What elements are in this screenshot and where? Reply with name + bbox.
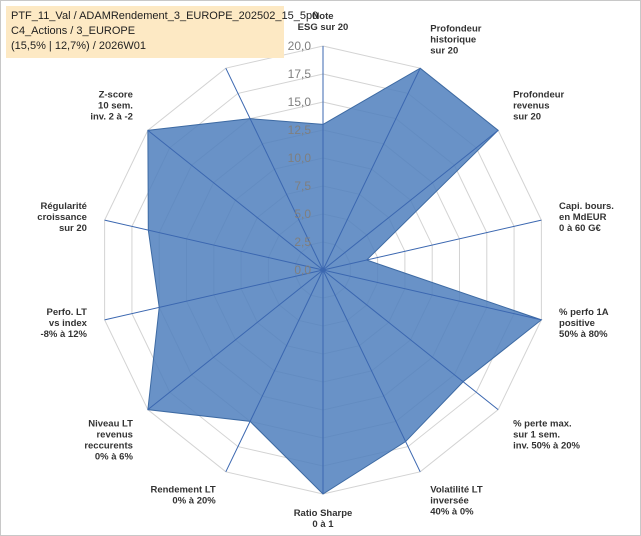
radial-tick-label: 20,0	[288, 39, 312, 53]
series-area	[147, 67, 543, 495]
axis-spoke	[225, 67, 324, 271]
radial-tick-label: 17,5	[288, 67, 312, 81]
axis-label-line: Perfo. LT	[46, 307, 87, 318]
radial-tick-label: 12,5	[288, 123, 312, 137]
chart-title-box: PTF_11_Val / ADAMRendement_3_EUROPE_2025…	[6, 6, 319, 58]
axis-label-line: 40% à 0%	[430, 506, 474, 517]
radial-tick-label: 7,5	[294, 179, 311, 193]
axis-label-line: revenus	[513, 101, 549, 112]
axis-label: % perte max. sur 1 sem. inv. 50% à 20%	[513, 418, 580, 451]
axis-spoke	[322, 269, 421, 473]
radial-tick-label: 15,0	[288, 95, 312, 109]
axis-label: % perfo 1A positive 50% à 80%	[559, 307, 609, 340]
radial-tick-label: 0,0	[294, 263, 311, 277]
axis-label-line: inv. 50% à 20%	[513, 440, 580, 451]
axis-label-line: reccurents	[84, 440, 133, 451]
axis-spoke	[225, 269, 324, 473]
axis-label: Z-score 10 sem. inv. 2 à -2	[90, 90, 133, 123]
axis-spoke	[322, 219, 542, 271]
axis-label: Note ESG sur 20	[298, 11, 349, 33]
axis-label-line: historique	[430, 35, 476, 46]
axis-label: Régularité croissance sur 20	[37, 201, 87, 234]
axis-label-line: croissance	[37, 212, 87, 223]
chart-title-line: PTF_11_Val / ADAMRendement_3_EUROPE_2025…	[11, 10, 319, 22]
axis-label-line: Profondeur	[513, 90, 564, 101]
axis-label-line: Z-score	[99, 90, 133, 101]
axis-label: Profondeur historique sur 20	[430, 24, 481, 57]
radial-tick-labels: 0,0 2,5 5,0 7,5 10,0 12,5 15,0 17,5 20,0	[288, 39, 312, 277]
axis-label-line: 50% à 80%	[559, 329, 608, 340]
radial-tick-label: 2,5	[294, 235, 311, 249]
axis-label: Volatilité LT inversée 40% à 0%	[430, 484, 483, 517]
axis-spoke	[104, 269, 324, 321]
axis-label: Niveau LT revenus reccurents 0% à 6%	[84, 418, 133, 462]
axis-label: Capi. bours. en MdEUR 0 à 60 G€	[559, 201, 614, 234]
axis-label-line: Profondeur	[430, 24, 481, 35]
radial-tick-label: 5,0	[294, 207, 311, 221]
axis-label: Ratio Sharpe 0 à 1	[294, 508, 353, 530]
axis-label-line: Ratio Sharpe	[294, 508, 353, 519]
axis-label-line: Note	[312, 11, 333, 22]
axis-label-line: sur 20	[513, 112, 541, 123]
axis-label: Perfo. LT vs index -8% à 12%	[40, 307, 87, 340]
axis-label-line: vs index	[49, 318, 88, 329]
axis-label-line: sur 1 sem.	[513, 429, 560, 440]
axis-label: Profondeur revenus sur 20	[513, 90, 564, 123]
chart-title-line: (15,5% | 12,7%) / 2026W01	[11, 40, 146, 52]
radial-tick-label: 10,0	[288, 151, 312, 165]
axis-label-line: inversée	[430, 495, 469, 506]
axis-label-line: ESG sur 20	[298, 22, 349, 33]
axis-label-line: sur 20	[59, 223, 87, 234]
axis-label-line: 0% à 20%	[172, 495, 216, 506]
axis-label-line: 0% à 6%	[95, 451, 134, 462]
axis-label-line: 0 à 1	[312, 519, 334, 530]
axis-label-line: revenus	[96, 429, 132, 440]
axis-spoke	[147, 129, 324, 271]
axis-label-line: Rendement LT	[150, 484, 215, 495]
axis-label-line: sur 20	[430, 46, 458, 57]
axis-spoke	[104, 219, 324, 271]
axis-spoke	[322, 67, 421, 271]
axis-spoke	[147, 269, 324, 411]
axis-label-line: Volatilité LT	[430, 484, 483, 495]
axis-spoke	[322, 129, 499, 271]
axis-label-line: -8% à 12%	[40, 329, 87, 340]
chart-title-line: C4_Actions / 3_EUROPE	[11, 25, 136, 37]
axis-label-line: Niveau LT	[88, 418, 133, 429]
radar-series-layer	[147, 67, 543, 495]
axis-label-line: % perte max.	[513, 418, 572, 429]
axis-label-line: Capi. bours.	[559, 201, 614, 212]
axis-label-line: positive	[559, 318, 595, 329]
axis-label-line: inv. 2 à -2	[90, 112, 133, 123]
axis-label-line: 10 sem.	[98, 101, 133, 112]
axis-label: Rendement LT 0% à 20%	[150, 484, 216, 506]
axis-spoke	[322, 269, 499, 411]
axis-spoke	[322, 269, 542, 321]
axis-label-line: en MdEUR	[559, 212, 607, 223]
axis-label-line: 0 à 60 G€	[559, 223, 601, 234]
axis-label-line: % perfo 1A	[559, 307, 609, 318]
axis-label-line: Régularité	[40, 201, 86, 212]
